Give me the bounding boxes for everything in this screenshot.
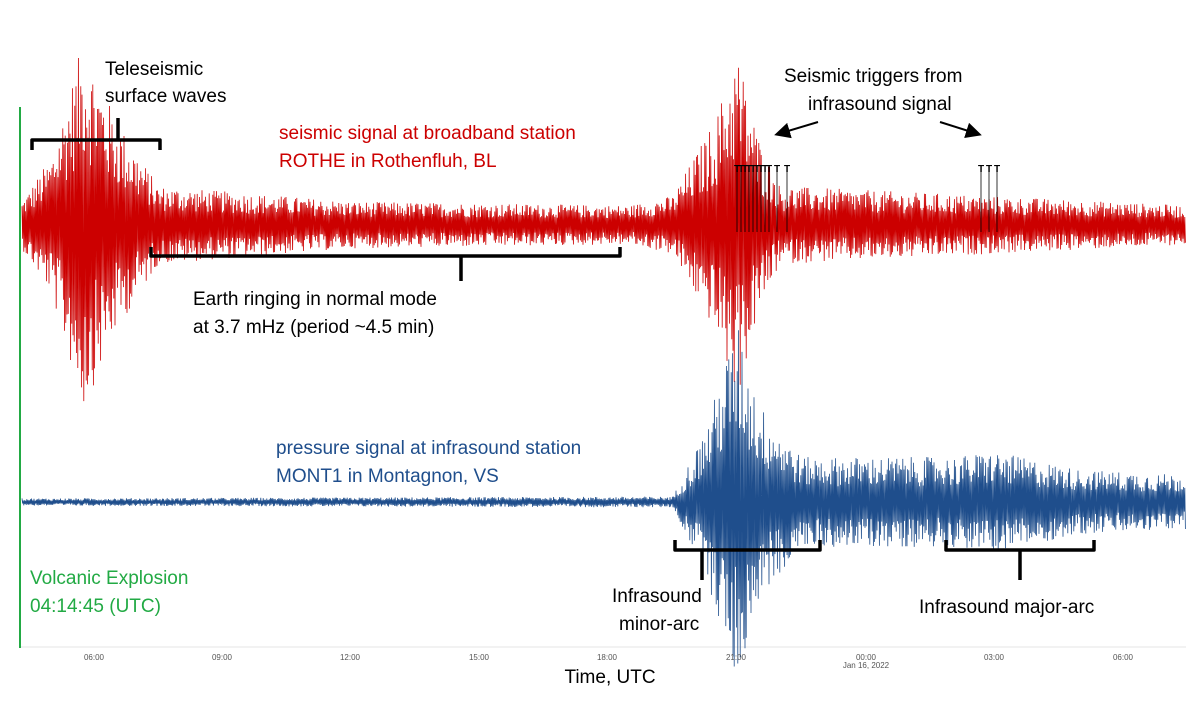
x-tick-label: 06:00 — [84, 653, 105, 662]
x-axis-title: Time, UTC — [564, 667, 655, 688]
infrasound-series-station: MONT1 in Montagnon, VS — [276, 466, 499, 487]
x-tick-label: 03:00 — [984, 653, 1005, 662]
trigger-label: T — [986, 164, 992, 175]
annotation-infrasound-minor: Infrasound — [612, 586, 702, 607]
brace-surface-waves — [30, 118, 162, 150]
explosion-label: Volcanic Explosion — [30, 568, 188, 589]
x-axis-ticks: 06:00 09:00 12:00 15:00 18:00 21:00 00:00 03:00… — [84, 653, 1134, 662]
infrasound-waveform — [21, 330, 1186, 667]
x-tick-label: 21:00 — [726, 653, 747, 662]
annotation-infrasound-signal: infrasound signal — [808, 94, 952, 115]
brace-earth-ringing — [149, 247, 622, 281]
trigger-label: T — [738, 164, 744, 175]
trigger-label: T — [758, 164, 764, 175]
x-tick-label: 12:00 — [340, 653, 361, 662]
x-tick-label: 18:00 — [597, 653, 618, 662]
trigger-label: T — [978, 164, 984, 175]
x-tick-label: 06:00 — [1113, 653, 1134, 662]
annotation-earth-ringing: Earth ringing in normal mode — [193, 289, 437, 310]
annotation-teleseismic: Teleseismic — [105, 59, 203, 80]
trigger-label: T — [774, 164, 780, 175]
seismic-series — [21, 57, 1186, 402]
annotation-infrasound-major-arc: Infrasound major-arc — [919, 597, 1094, 618]
x-tick-label: 00:00 — [856, 653, 877, 662]
x-tick-label: 15:00 — [469, 653, 490, 662]
arrow-to-triggers-1 — [774, 121, 819, 139]
trigger-label: T — [994, 164, 1000, 175]
brace-minor-arc — [673, 540, 822, 580]
arrow-to-triggers-2 — [939, 121, 982, 139]
seismic-series-name: seismic signal at broadband station — [279, 123, 576, 144]
annotation-surface-waves: surface waves — [105, 86, 226, 107]
seismic-waveform — [21, 57, 1186, 402]
plot-background — [20, 34, 1186, 694]
annotation-normal-mode: at 3.7 mHz (period ~4.5 min) — [193, 317, 434, 338]
annotation-minor-arc: minor-arc — [619, 614, 699, 635]
trigger-label: T — [766, 164, 772, 175]
trigger-label: T — [750, 164, 756, 175]
explosion-time-label: 04:14:45 (UTC) — [30, 596, 161, 617]
x-tick-label: 09:00 — [212, 653, 233, 662]
infrasound-series-name: pressure signal at infrasound station — [276, 438, 581, 459]
seismic-series-station: ROTHE in Rothenfluh, BL — [279, 151, 497, 172]
trigger-label: T — [742, 164, 748, 175]
trigger-label: T — [754, 164, 760, 175]
annotation-seismic-triggers: Seismic triggers from — [784, 66, 962, 87]
trigger-label: T — [784, 164, 790, 175]
trigger-label: T — [734, 164, 740, 175]
trigger-label: T — [762, 164, 768, 175]
trigger-label: T — [746, 164, 752, 175]
x-axis-date-label: Jan 16, 2022 — [843, 661, 890, 670]
brace-major-arc — [944, 540, 1096, 580]
infrasound-series — [21, 330, 1186, 667]
